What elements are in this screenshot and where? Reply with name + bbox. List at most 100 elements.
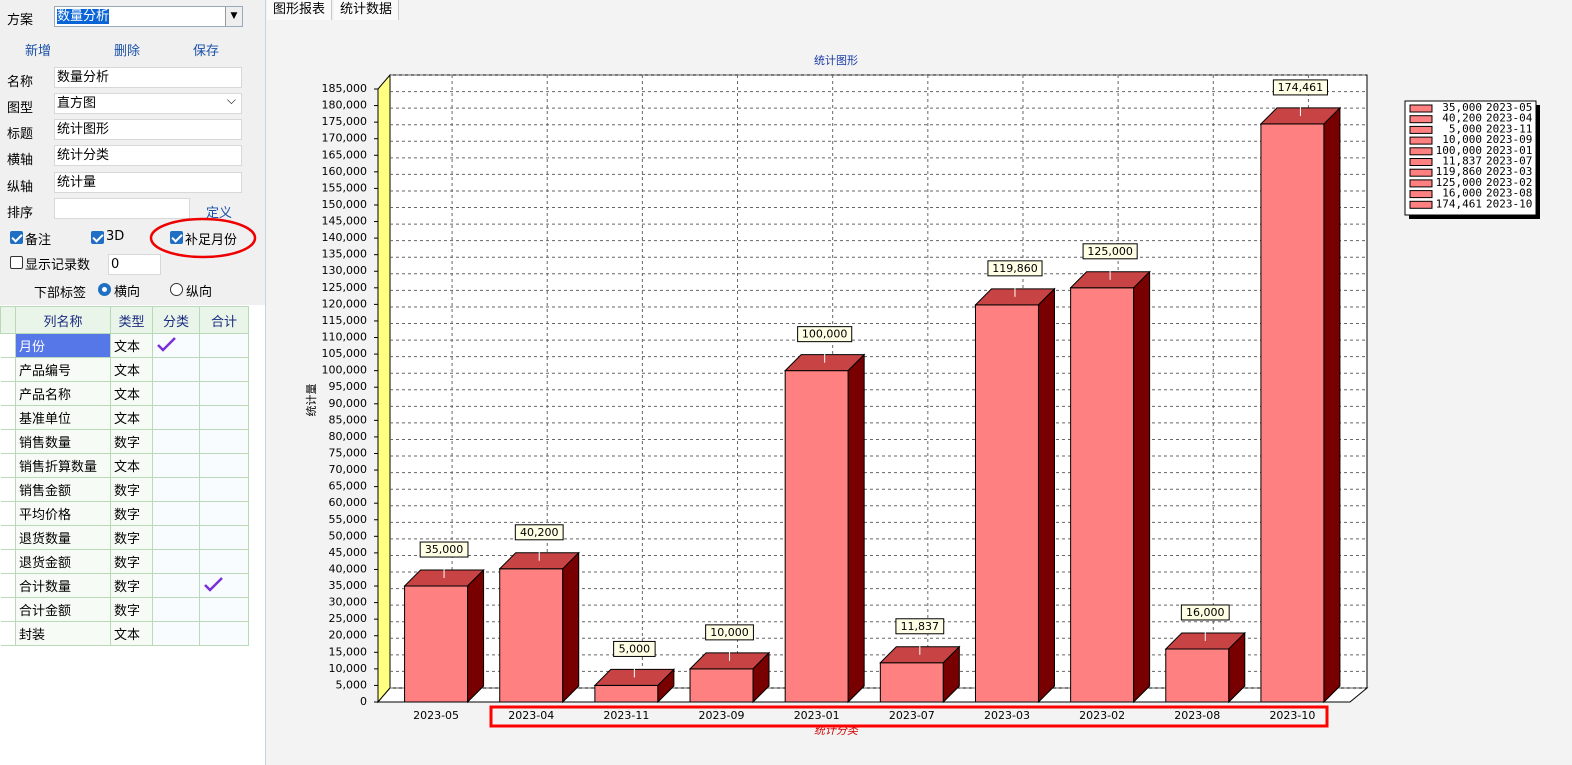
name-cell: 产品名称 xyxy=(15,381,111,406)
legend-category: 2023-05 xyxy=(1486,101,1532,114)
row-marker xyxy=(0,597,16,622)
y-tick-label: 145,000 xyxy=(322,215,368,228)
type-cell: 文本 xyxy=(110,405,153,430)
sum-cell xyxy=(199,357,249,382)
field-label: 排序 xyxy=(7,206,34,221)
legend-swatch xyxy=(1409,190,1433,199)
table-row: 合计金额 数字 xyxy=(0,597,249,622)
scheme-value: 数量分析 xyxy=(57,9,110,24)
x-tick-label: 2023-10 xyxy=(1269,709,1315,722)
checkbox[interactable] xyxy=(10,231,23,244)
type-cell: 数字 xyxy=(110,525,153,550)
name-cell: 月份 xyxy=(15,333,111,358)
y-tick-label: 55,000 xyxy=(329,513,368,526)
field-label: 横轴 xyxy=(7,153,34,168)
save-button[interactable]: 保存 xyxy=(192,44,220,59)
column-header: 合计 xyxy=(199,306,249,334)
row-marker xyxy=(0,405,16,430)
tab-chart[interactable]: 图形报表 xyxy=(267,0,333,20)
tab-data[interactable]: 统计数据 xyxy=(334,0,400,20)
sum-cell xyxy=(199,405,249,430)
checkbox[interactable] xyxy=(170,231,183,244)
value-label: 40,200 xyxy=(520,526,559,539)
y-tick-label: 160,000 xyxy=(322,165,368,178)
legend-swatch xyxy=(1409,125,1433,134)
type-cell: 文本 xyxy=(110,381,153,406)
checkbox[interactable] xyxy=(10,256,23,269)
x-tick-label: 2023-02 xyxy=(1079,709,1125,722)
left-wall xyxy=(377,73,391,704)
group-cell xyxy=(152,621,200,646)
value-label-box xyxy=(613,640,656,657)
name-cell: 基准单位 xyxy=(15,405,111,430)
table-row: 退货数量 数字 xyxy=(0,525,249,550)
sum-cell xyxy=(199,501,249,526)
row-marker xyxy=(0,381,16,406)
add-button[interactable]: 新增 xyxy=(24,44,52,59)
field-label: 图型 xyxy=(7,101,34,116)
left-panel: 方案 数量分析 ▼ 新增 删除 保存 名称 数量分析 图型 直方图 ⌵ 标题 统计图形 横轴统… xyxy=(0,0,266,765)
type-cell: 数字 xyxy=(110,549,153,574)
legend-swatch xyxy=(1409,147,1433,156)
radio[interactable] xyxy=(170,283,183,296)
y-tick-label: 75,000 xyxy=(329,446,368,459)
field-input[interactable]: 直方图 ⌵ xyxy=(54,93,242,114)
legend-value: 5,000 xyxy=(1449,122,1482,135)
checkbox-label: 3D xyxy=(106,229,125,244)
y-tick-label: 155,000 xyxy=(322,181,368,194)
group-cell xyxy=(152,573,200,598)
name-cell: 销售数量 xyxy=(15,429,111,454)
value-label: 10,000 xyxy=(710,626,749,639)
bar-front xyxy=(1165,648,1230,703)
dropdown-arrow[interactable]: ▼ xyxy=(225,7,242,26)
highlight-box xyxy=(489,705,1329,728)
delete-button[interactable]: 删除 xyxy=(113,44,141,59)
bar-side xyxy=(562,551,580,704)
y-tick-label: 85,000 xyxy=(329,413,368,426)
field-input[interactable]: 数量分析 xyxy=(54,67,242,88)
define-link[interactable]: 定义 xyxy=(205,206,233,221)
bar-side xyxy=(847,353,865,704)
group-cell xyxy=(152,525,200,550)
x-tick-label: 2023-09 xyxy=(699,709,745,722)
legend-category: 2023-10 xyxy=(1486,197,1532,210)
field-input[interactable]: 统计分类 xyxy=(54,145,242,166)
value-label: 11,837 xyxy=(901,620,940,633)
y-tick-label: 25,000 xyxy=(329,612,368,625)
y-tick-label: 70,000 xyxy=(329,463,368,476)
field-input[interactable]: 统计量 xyxy=(54,172,242,193)
table-row: 销售折算数量 文本 xyxy=(0,453,249,478)
y-tick-label: 45,000 xyxy=(329,546,368,559)
row-marker xyxy=(0,573,16,598)
legend-value: 11,837 xyxy=(1442,155,1482,168)
field-input[interactable]: 统计图形 xyxy=(54,119,242,140)
y-tick-label: 95,000 xyxy=(329,380,368,393)
value-label: 174,461 xyxy=(1278,81,1324,94)
legend-category: 2023-04 xyxy=(1486,112,1533,125)
field-input[interactable] xyxy=(54,198,190,219)
name-cell: 退货数量 xyxy=(15,525,111,550)
type-cell: 数字 xyxy=(110,477,153,502)
column-header: 列名称 xyxy=(15,306,111,334)
bar-front xyxy=(784,370,849,703)
sum-cell xyxy=(199,573,249,598)
name-cell: 销售折算数量 xyxy=(15,453,111,478)
y-tick-label: 30,000 xyxy=(329,596,368,609)
y-tick-label: 40,000 xyxy=(329,562,368,575)
group-cell xyxy=(152,333,200,358)
checkbox[interactable] xyxy=(91,231,104,244)
bar-side xyxy=(1037,287,1055,704)
table-row: 销售金额 数字 xyxy=(0,477,249,502)
scheme-select[interactable]: 数量分析 ▼ xyxy=(54,6,243,27)
sum-cell xyxy=(199,429,249,454)
y-tick-label: 10,000 xyxy=(329,662,368,675)
y-tick-label: 60,000 xyxy=(329,496,368,509)
y-tick-label: 90,000 xyxy=(329,397,368,410)
y-tick-label: 65,000 xyxy=(329,480,368,493)
radio[interactable] xyxy=(98,283,111,296)
legend-category: 2023-08 xyxy=(1486,187,1532,200)
group-cell xyxy=(152,357,200,382)
sum-cell xyxy=(199,621,249,646)
record-count-input[interactable]: 0 xyxy=(108,254,161,275)
sum-cell xyxy=(199,477,249,502)
